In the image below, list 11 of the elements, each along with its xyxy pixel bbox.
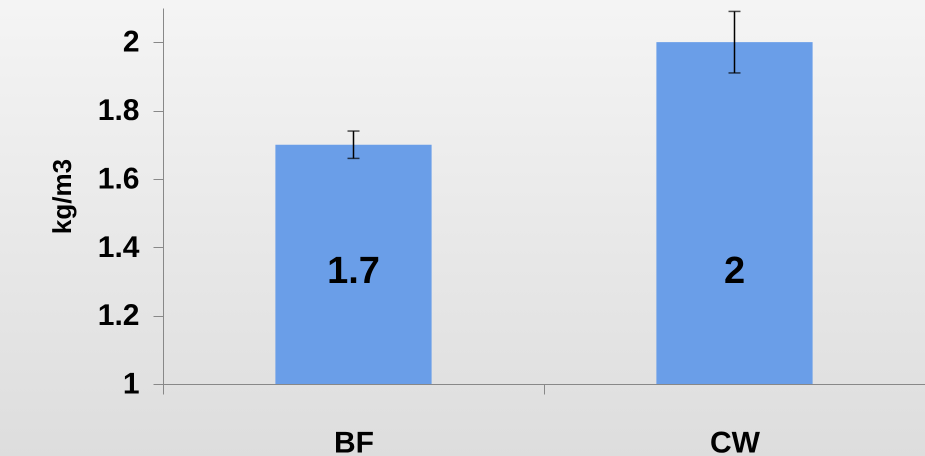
y-tick-label: 1.6 [98,162,140,196]
y-tick-label: 2 [122,26,140,59]
y-axis-title: kg/m3 [46,158,77,234]
y-tick-label: 1.2 [98,299,140,332]
data-label: 2 [724,250,746,292]
x-tick-label: BF [334,426,374,456]
y-tick-label: 1 [122,368,140,400]
y-tick-label: 1.4 [98,230,140,264]
y-tick-label: 1.8 [98,94,140,128]
data-label: 1.7 [327,250,380,292]
x-tick-label: CW [710,426,761,456]
